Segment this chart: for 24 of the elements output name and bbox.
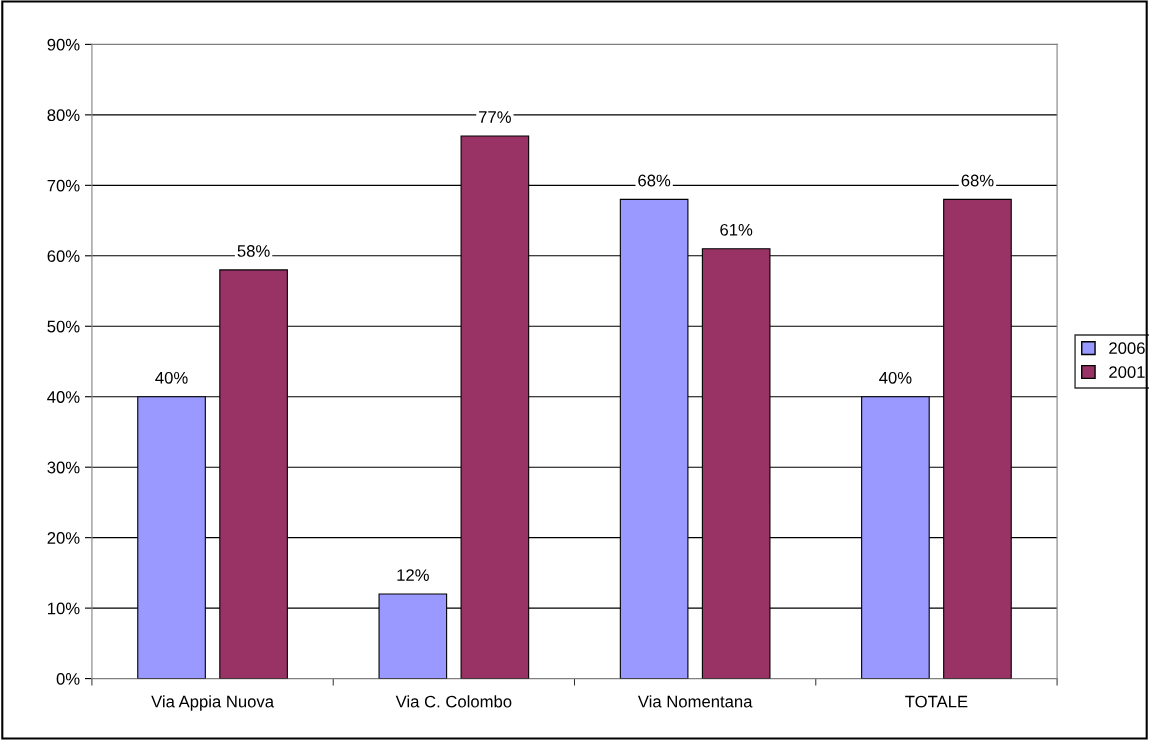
data-label: 58%	[237, 245, 270, 257]
x-tick-label: TOTALE	[905, 695, 968, 708]
y-tick-label: 30%	[47, 461, 80, 474]
x-tick-label: Via Appia Nuova	[151, 695, 275, 711]
data-label: 61%	[720, 223, 753, 236]
legend-label: 2006	[1109, 342, 1145, 355]
legend-label: 2001	[1109, 366, 1145, 378]
y-tick-label: 70%	[47, 179, 80, 192]
x-tick-label: Via C. Colombo	[395, 695, 512, 708]
data-label: 68%	[638, 174, 671, 187]
data-label: 68%	[961, 174, 994, 187]
y-tick-label: 40%	[47, 391, 80, 403]
y-tick-label: 80%	[47, 109, 80, 122]
y-tick-label: 50%	[47, 320, 80, 333]
y-tick-label: 90%	[47, 38, 80, 51]
y-tick-label: 20%	[47, 532, 80, 544]
y-tick-label: 60%	[47, 250, 80, 262]
x-tick-label: Via Nomentana	[637, 695, 753, 708]
data-label: 12%	[397, 569, 429, 581]
data-label: 40%	[155, 371, 188, 384]
y-tick-label: 10%	[48, 602, 80, 615]
data-label: 77%	[479, 111, 511, 123]
y-tick-label: 0%	[56, 672, 80, 685]
data-label: 40%	[879, 371, 912, 384]
